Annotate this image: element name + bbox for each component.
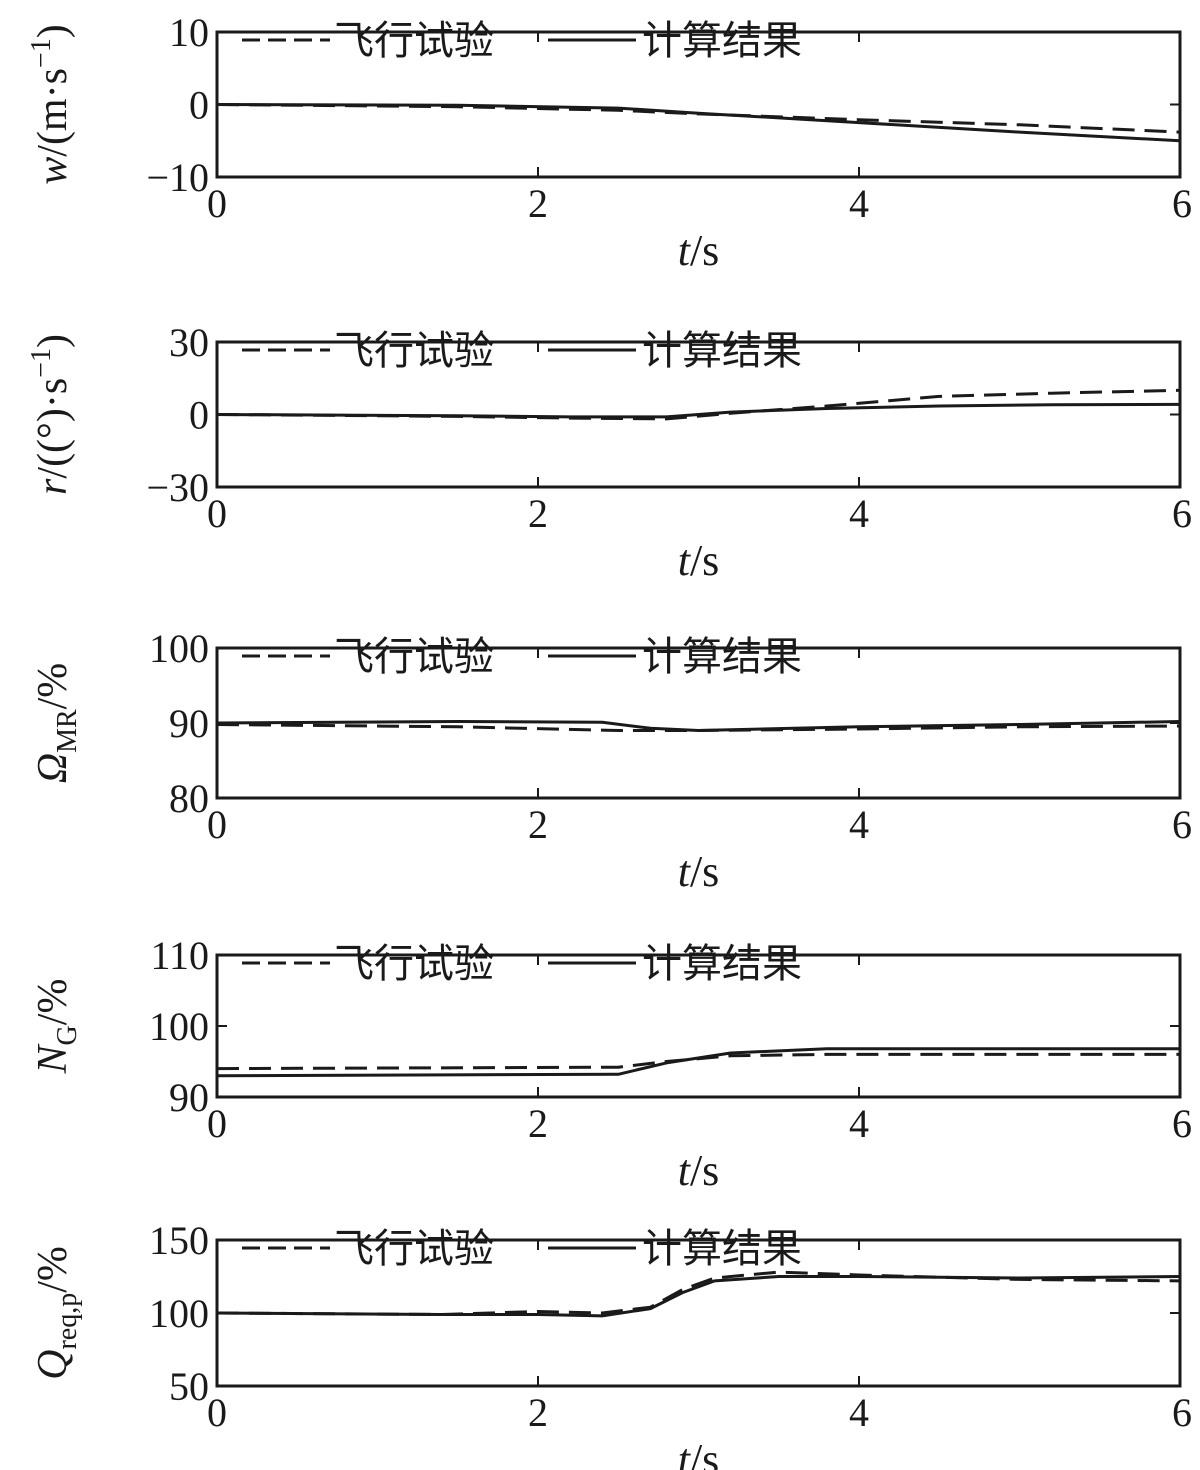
legend-calculated: 计算结果: [642, 18, 802, 64]
y-tick-label: 50: [169, 1364, 209, 1409]
y-axis-label: NG/%: [30, 979, 83, 1075]
legend-calculated: 计算结果: [642, 634, 802, 680]
x-tick-label: 0: [207, 1390, 227, 1435]
x-tick-label: 2: [528, 181, 548, 226]
panel-3: 0 2 4 6 100 90 80 t/s ΩMR/% 飞行试验 计算结果: [30, 626, 1192, 896]
x-axis-label: t/s: [678, 536, 720, 585]
x-tick-label: 6: [1172, 802, 1192, 847]
y-axis-label: r/((°)·s−1): [26, 334, 76, 495]
x-tick-label: 4: [849, 1390, 869, 1435]
y-tick-label: 100: [149, 1004, 209, 1049]
x-tick-label: 0: [207, 802, 227, 847]
y-axis-label: w/(m·s−1): [26, 24, 76, 184]
y-tick-label: 30: [169, 320, 209, 365]
y-tick-label: 110: [150, 933, 209, 978]
x-tick-label: 6: [1172, 491, 1192, 536]
legend-flight-test: 飞行试验: [334, 18, 494, 64]
legend-flight-test: 飞行试验: [334, 1226, 494, 1272]
legend-calculated: 计算结果: [642, 328, 802, 374]
x-axis-label: t/s: [678, 226, 720, 275]
x-tick-label: 4: [849, 802, 869, 847]
y-tick-label: −10: [146, 155, 209, 200]
x-tick-label: 4: [849, 181, 869, 226]
x-tick-label: 0: [207, 491, 227, 536]
series-calculated: [216, 1275, 1181, 1318]
legend-flight-test: 飞行试验: [334, 328, 494, 374]
y-tick-label: −30: [146, 465, 209, 510]
series-flight-test: [216, 1270, 1181, 1316]
legend-flight-test: 飞行试验: [334, 634, 494, 680]
x-tick-label: 2: [528, 802, 548, 847]
legend-flight-test: 飞行试验: [334, 941, 494, 987]
series-calculated: [216, 103, 1181, 143]
y-tick-label: 80: [169, 776, 209, 821]
x-tick-label: 6: [1172, 181, 1192, 226]
series-calculated: [216, 1047, 1180, 1078]
y-tick-label: 0: [189, 83, 209, 128]
y-tick-label: 150: [149, 1218, 209, 1263]
y-tick-label: 100: [149, 1291, 209, 1336]
x-tick-label: 0: [207, 1101, 227, 1146]
y-axis-label: Qreq,p/%: [30, 1246, 83, 1380]
legend-calculated: 计算结果: [642, 1226, 802, 1272]
x-tick-label: 4: [849, 491, 869, 536]
x-tick-label: 4: [849, 1101, 869, 1146]
x-tick-label: 2: [528, 491, 548, 536]
y-tick-label: 100: [149, 626, 209, 671]
legend-calculated: 计算结果: [642, 941, 802, 987]
x-axis-label: t/s: [678, 847, 720, 896]
x-tick-label: 0: [207, 181, 227, 226]
x-tick-label: 6: [1172, 1101, 1192, 1146]
series-calculated: [216, 720, 1181, 732]
y-tick-label: 10: [169, 10, 209, 55]
x-tick-label: 6: [1172, 1390, 1192, 1435]
x-tick-label: 2: [528, 1390, 548, 1435]
series-flight-test: [216, 103, 1181, 134]
series-calculated: [216, 402, 1181, 419]
x-axis-label: t/s: [678, 1435, 720, 1470]
y-tick-label: 0: [189, 393, 209, 438]
x-axis-label: t/s: [678, 1146, 720, 1195]
y-tick-label: 90: [169, 1075, 209, 1120]
panel-5: 0 2 4 6 150 100 50 t/s Qreq,p/% 飞行试验 计算结果: [30, 1218, 1192, 1470]
y-tick-label: 90: [169, 701, 209, 746]
y-axis-label: ΩMR/%: [30, 663, 83, 784]
x-tick-label: 2: [528, 1101, 548, 1146]
panel-4: 0 2 4 6 110 100 90 t/s NG/% 飞行试验 计算结果: [30, 933, 1192, 1195]
